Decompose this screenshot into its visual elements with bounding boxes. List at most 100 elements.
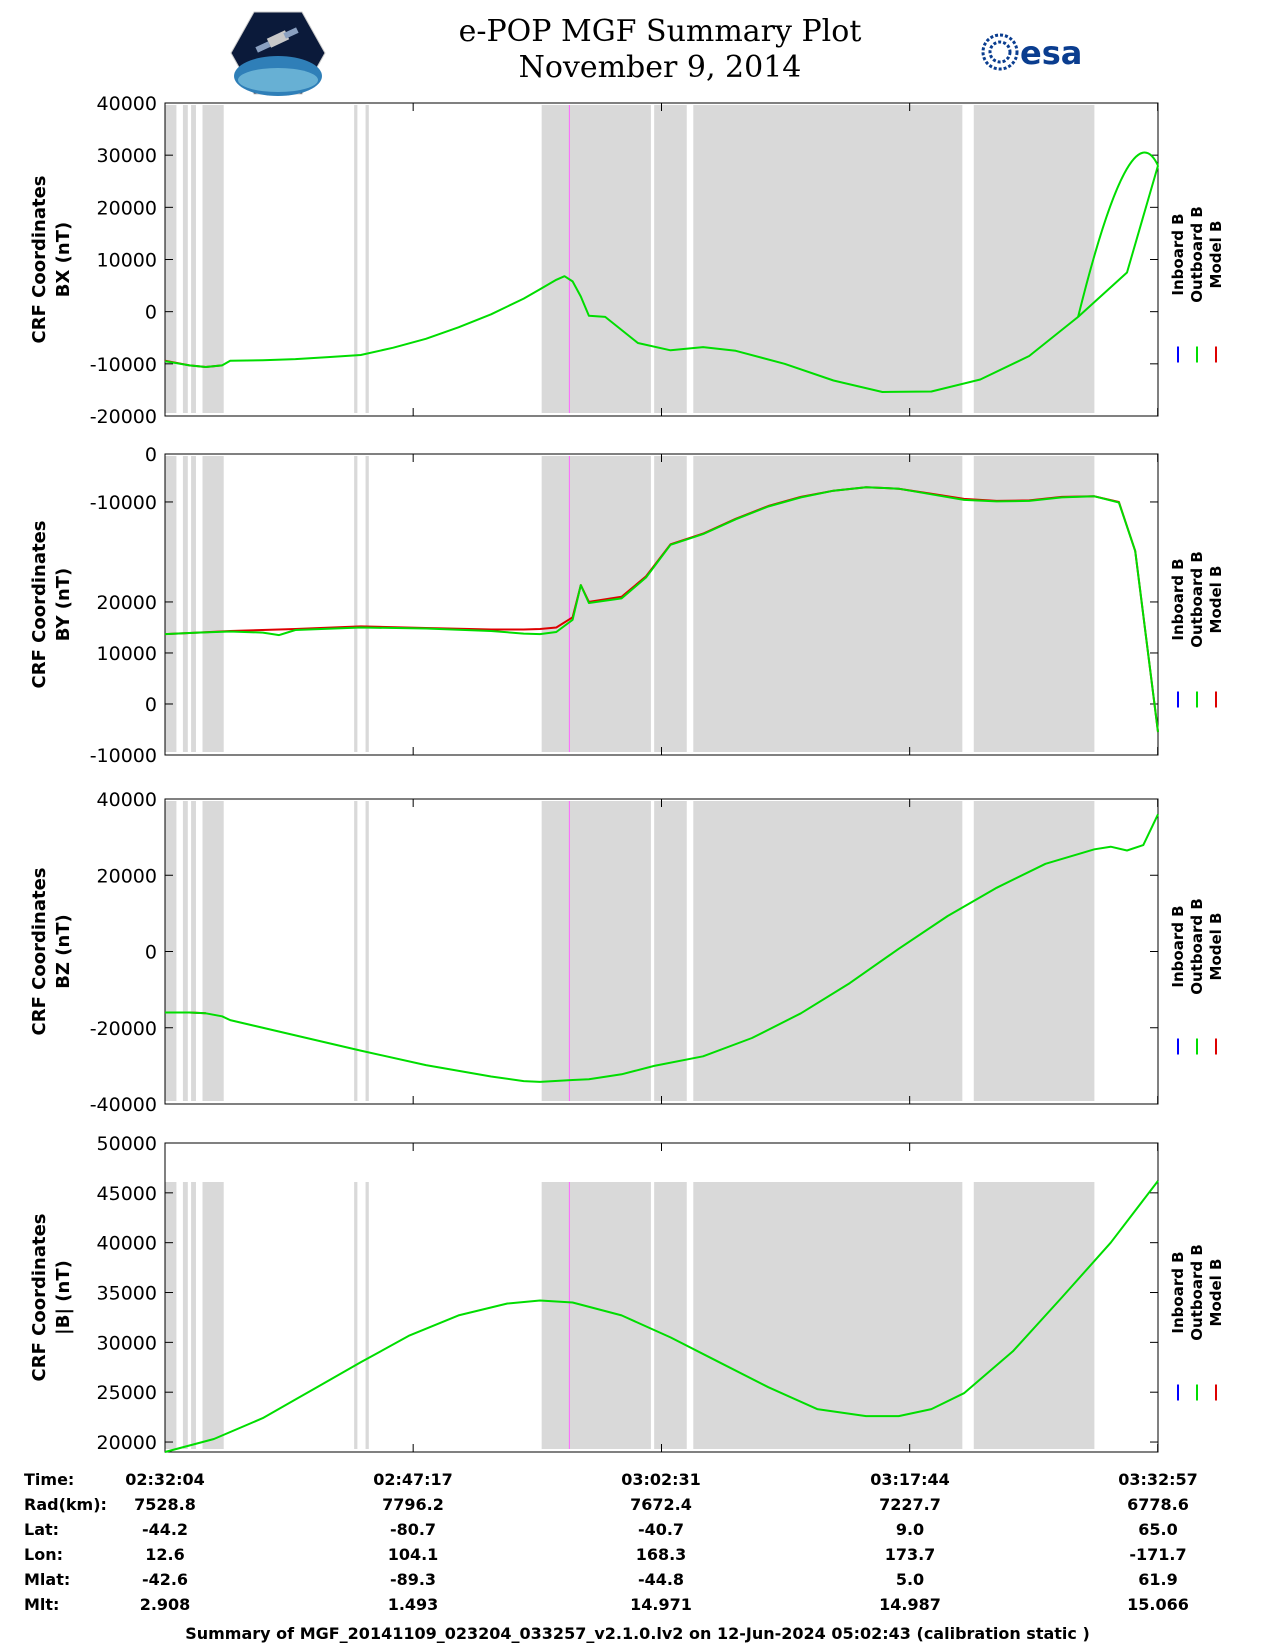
row-label: Mlt: bbox=[24, 1595, 60, 1614]
y-axis-label-line-1: CRF Coordinates bbox=[29, 521, 50, 689]
legend-label-inboard-b: Inboard B bbox=[1169, 905, 1187, 987]
cell-lon: 104.1 bbox=[387, 1545, 439, 1564]
legend-label-model-b: Model B bbox=[1207, 1259, 1225, 1327]
y-tick-label: -10000 bbox=[90, 354, 157, 376]
esa-logo: esa bbox=[981, 33, 1082, 72]
y-tick-label: 25000 bbox=[97, 1382, 157, 1404]
cell-lon: 168.3 bbox=[635, 1545, 687, 1564]
cell-mlat: -89.3 bbox=[389, 1570, 437, 1589]
cell-mlat: -42.6 bbox=[141, 1570, 189, 1589]
y-tick-label: 20000 bbox=[97, 1432, 157, 1454]
shaded-interval bbox=[191, 105, 196, 413]
cell-time: 02:32:04 bbox=[125, 1470, 205, 1489]
cell-mlat: 61.9 bbox=[1138, 1570, 1178, 1589]
shaded-interval bbox=[541, 801, 651, 1101]
cell-mlat: 5.0 bbox=[895, 1570, 925, 1589]
footer-summary: Summary of MGF_20141109_023204_033257_v2… bbox=[185, 1624, 1090, 1643]
shaded-interval bbox=[365, 801, 369, 1101]
table-row: Lon: 12.6 104.1 168.3 173.7 -171.7 bbox=[0, 1545, 1275, 1569]
shaded-interval bbox=[365, 1182, 369, 1449]
y-tick-label: 45000 bbox=[97, 1183, 157, 1205]
shaded-interval bbox=[354, 456, 358, 752]
row-label: Rad(km): bbox=[24, 1495, 107, 1514]
shaded-interval bbox=[191, 801, 196, 1101]
shaded-interval bbox=[202, 1182, 224, 1449]
shaded-interval bbox=[973, 1182, 1095, 1449]
legend-label-inboard-b: Inboard B bbox=[1169, 1251, 1187, 1333]
cell-rad: 7227.7 bbox=[879, 1495, 941, 1514]
y-tick-label: 0 bbox=[145, 694, 157, 716]
legend-label-model-b: Model B bbox=[1207, 566, 1225, 634]
legend-label-model-b: Model B bbox=[1207, 221, 1225, 289]
cell-mlt: 14.987 bbox=[879, 1595, 941, 1614]
shaded-interval bbox=[182, 456, 188, 752]
cell-mlt: 1.493 bbox=[387, 1595, 439, 1614]
title-line-1: e-POP MGF Summary Plot bbox=[458, 14, 862, 49]
cell-mlt: 15.066 bbox=[1127, 1595, 1189, 1614]
y-tick-label: -40000 bbox=[90, 1094, 157, 1116]
series-outboard-b-peak bbox=[1077, 151, 1159, 318]
y-tick-label: 35000 bbox=[97, 1283, 157, 1305]
cell-lat: -80.7 bbox=[389, 1520, 437, 1539]
legend-label-inboard-b: Inboard B bbox=[1169, 558, 1187, 640]
legend-label-inboard-b: Inboard B bbox=[1169, 213, 1187, 295]
y-axis-label-line-2: BX (nT) bbox=[53, 222, 74, 297]
y-axis-label: CRF Coordinates |B| (nT) bbox=[29, 1214, 74, 1382]
shaded-interval bbox=[654, 105, 687, 413]
y-tick-label: 0 bbox=[145, 444, 157, 466]
cell-lat: -40.7 bbox=[637, 1520, 685, 1539]
shaded-interval bbox=[693, 1182, 963, 1449]
cell-rad: 6778.6 bbox=[1127, 1495, 1189, 1514]
series-outboard-b bbox=[164, 486, 1159, 733]
series-outboard-b bbox=[164, 1180, 1159, 1453]
shaded-interval bbox=[365, 105, 369, 413]
shaded-interval bbox=[202, 456, 224, 752]
title-line-2: November 9, 2014 bbox=[518, 50, 802, 85]
shaded-interval bbox=[182, 1182, 188, 1449]
table-row: Lat: -44.2 -80.7 -40.7 9.0 65.0 bbox=[0, 1520, 1275, 1544]
cell-lon: 12.6 bbox=[145, 1545, 185, 1564]
table-row: Mlt: 2.908 1.493 14.971 14.987 15.066 bbox=[0, 1595, 1275, 1619]
shaded-interval bbox=[973, 801, 1095, 1101]
cell-time: 03:32:57 bbox=[1118, 1470, 1198, 1489]
legend-label-outboard-b: Outboard B bbox=[1188, 898, 1206, 995]
legend-labels: Inboard BOutboard BModel B bbox=[1169, 206, 1225, 303]
y-tick-label: 20000 bbox=[97, 592, 157, 614]
shaded-interval bbox=[354, 1182, 358, 1449]
legend-label-outboard-b: Outboard B bbox=[1188, 1244, 1206, 1341]
y-axis-label-line-2: BZ (nT) bbox=[53, 914, 74, 989]
shaded-interval bbox=[654, 456, 687, 752]
shaded-interval bbox=[354, 105, 358, 413]
row-label: Lon: bbox=[24, 1545, 63, 1564]
shaded-interval bbox=[202, 105, 224, 413]
legend-labels: Inboard BOutboard BModel B bbox=[1169, 898, 1225, 995]
shaded-interval bbox=[973, 105, 1095, 413]
y-tick-label: 50000 bbox=[97, 1133, 157, 1155]
esa-logo-text: esa bbox=[1020, 34, 1082, 72]
row-label: Mlat: bbox=[24, 1570, 71, 1589]
shaded-interval bbox=[165, 456, 177, 752]
legend-label-outboard-b: Outboard B bbox=[1188, 551, 1206, 648]
cell-lat: 9.0 bbox=[895, 1520, 925, 1539]
y-axis-label-line-2: BY (nT) bbox=[53, 568, 74, 642]
shaded-interval bbox=[165, 1182, 177, 1449]
shaded-interval bbox=[365, 456, 369, 752]
cell-mlat: -44.8 bbox=[637, 1570, 685, 1589]
cassiope-mission-logo bbox=[230, 11, 326, 96]
y-tick-label: 10000 bbox=[97, 643, 157, 665]
cell-time: 03:02:31 bbox=[621, 1470, 701, 1489]
table-row: Rad(km): 7528.8 7796.2 7672.4 7227.7 6778.6 bbox=[0, 1495, 1275, 1519]
y-axis-label-line-2: |B| (nT) bbox=[53, 1260, 74, 1335]
y-tick-label: 20000 bbox=[97, 865, 157, 887]
y-axis-label-line-1: CRF Coordinates bbox=[29, 868, 50, 1036]
panel-2: 0 -10000 20000 10000 0 -10000 CRF Coordinates B… bbox=[29, 444, 1225, 767]
cell-time: 02:47:17 bbox=[373, 1470, 453, 1489]
shaded-interval bbox=[182, 105, 188, 413]
y-axis-label: CRF Coordinates BZ (nT) bbox=[29, 868, 74, 1036]
mgf-summary-plots: 40000 30000 20000 10000 0 -10000 -20000 CRF Coo… bbox=[29, 93, 1225, 1454]
shaded-interval bbox=[693, 456, 963, 752]
shaded-interval bbox=[541, 456, 651, 752]
y-axis-label: CRF Coordinates BX (nT) bbox=[29, 176, 74, 344]
shaded-interval bbox=[693, 105, 963, 413]
row-label: Time: bbox=[24, 1470, 75, 1489]
